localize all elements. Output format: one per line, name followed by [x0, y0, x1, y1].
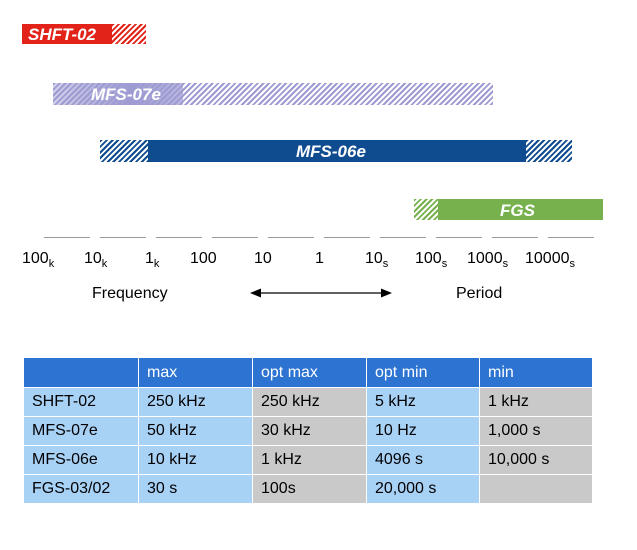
table-cell: 50 kHz: [138, 416, 253, 446]
table-header-cell: [23, 357, 139, 388]
scale-tick: 100: [190, 250, 217, 267]
table-header-cell: max: [138, 357, 253, 388]
scale-tick: 1000s: [467, 250, 509, 270]
shft-02-range-bar: SHFT-02: [22, 24, 146, 44]
table-header-cell: opt min: [366, 357, 480, 388]
table-cell: 30 s: [138, 474, 253, 504]
scale-tick: 1k: [145, 250, 160, 270]
mfs-06e-range-bar: MFS-06e: [100, 140, 572, 162]
table-row: SHFT-02 250 kHz 250 kHz 5 kHz 1 kHz: [23, 387, 593, 417]
scale-dash: [44, 237, 90, 238]
scale-tick: 10s: [365, 250, 389, 270]
table-cell: [479, 474, 593, 504]
scale-tick: 100s: [415, 250, 448, 270]
table-header-cell: min: [479, 357, 593, 388]
instrument-name-cell: SHFT-02: [23, 387, 139, 417]
table-cell: 20,000 s: [366, 474, 480, 504]
table-row: MFS-07e 50 kHz 30 kHz 10 Hz 1,000 s: [23, 416, 593, 446]
table-header-row: max opt max opt min min: [23, 357, 593, 388]
scale-tick: 10: [254, 250, 272, 267]
table-cell: 10 kHz: [138, 445, 253, 475]
table-cell: 1 kHz: [479, 387, 593, 417]
mfs-07e-label: MFS-07e: [91, 85, 161, 104]
scale-dash: [212, 237, 258, 238]
scale-dash: [548, 237, 594, 238]
instrument-name-cell: FGS-03/02: [23, 474, 139, 504]
instrument-name-cell: MFS-07e: [23, 416, 139, 446]
table-cell: 5 kHz: [366, 387, 480, 417]
table-cell: 30 kHz: [252, 416, 367, 446]
scale-tick: 100k: [22, 250, 55, 270]
table-row: MFS-06e 10 kHz 1 kHz 4096 s 10,000 s: [23, 445, 593, 475]
scale-dash: [324, 237, 370, 238]
scale-tick: 10000s: [525, 250, 575, 270]
mfs-07e-range-bar: MFS-07e: [53, 83, 493, 105]
table-cell: 1,000 s: [479, 416, 593, 446]
mfs-06e-hatched-right: [526, 140, 572, 162]
table-cell: 10,000 s: [479, 445, 593, 475]
scale-dash: [100, 237, 146, 238]
table-cell: 4096 s: [366, 445, 480, 475]
frequency-caption: Frequency: [92, 285, 168, 302]
fgs-range-bar: FGS: [414, 199, 603, 220]
scale-tick: 10k: [84, 250, 108, 270]
table-cell: 250 kHz: [252, 387, 367, 417]
mfs-06e-label: MFS-06e: [296, 142, 366, 161]
mfs-06e-hatched-left: [100, 140, 148, 162]
table-cell: 250 kHz: [138, 387, 253, 417]
double-arrow-icon: [250, 288, 392, 298]
scale-dash: [156, 237, 202, 238]
shft-02-hatched-end: [112, 24, 146, 44]
table-cell: 100s: [252, 474, 367, 504]
scale-dash: [436, 237, 482, 238]
shft-02-label: SHFT-02: [28, 25, 97, 44]
scale-tick: 1: [315, 250, 324, 267]
scale-dash: [380, 237, 426, 238]
scale-dash: [268, 237, 314, 238]
scale-dash: [492, 237, 538, 238]
mfs-07e-solid-segment: [53, 83, 183, 105]
fgs-label: FGS: [500, 201, 535, 220]
instrument-name-cell: MFS-06e: [23, 445, 139, 475]
fgs-hatched-left: [414, 199, 438, 220]
period-caption: Period: [456, 285, 503, 302]
frequency-range-table: max opt max opt min min SHFT-02 250 kHz …: [23, 357, 593, 504]
table-row: FGS-03/02 30 s 100s 20,000 s: [23, 474, 593, 504]
table-cell: 1 kHz: [252, 445, 367, 475]
table-cell: 10 Hz: [366, 416, 480, 446]
table-header-cell: opt max: [252, 357, 367, 388]
